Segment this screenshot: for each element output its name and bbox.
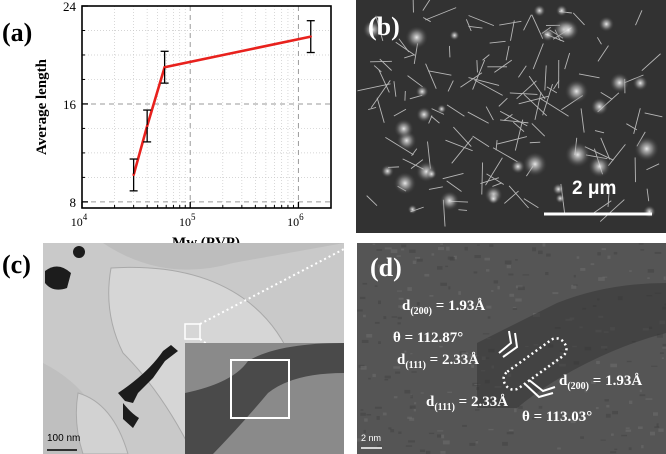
panel-label-d: (d) [370, 253, 402, 282]
annotation-theta-top: θ = 112.87° [393, 330, 464, 346]
annotation-d111-top: d(111) = 2.33Å [397, 352, 480, 371]
panel-d: (d) d(200) = 1.93Å θ = 112.87° d(111) = … [357, 243, 666, 454]
data-point [163, 66, 166, 69]
panel-c: 100 nm [43, 243, 344, 454]
y-ticks: 8 16 24 [63, 0, 88, 210]
annotation-d200-bottom: d(200) = 1.93Å [559, 373, 643, 392]
annotation-d111-bottom: d(111) = 2.33Å [426, 394, 509, 413]
x-tick-label: 106 [287, 212, 304, 229]
annotation-theta-bottom: θ = 113.03° [522, 409, 593, 425]
data-point [132, 173, 135, 177]
series-line [132, 35, 312, 176]
plot-area [129, 20, 315, 192]
y-tick-label: 24 [63, 0, 77, 14]
data-point [145, 124, 149, 128]
grid [82, 6, 332, 208]
y-axis-label: Average length [34, 58, 50, 155]
y-tick-label: 8 [70, 195, 77, 210]
sem-image [356, 0, 666, 233]
y-tick-label: 16 [63, 97, 77, 112]
data-point [309, 35, 312, 38]
annotation-d200-top: d(200) = 1.93Å [402, 298, 486, 317]
panel-label-c: (c) [2, 250, 31, 279]
scale-label-d: 2 nm [361, 433, 382, 443]
hrtem-image [357, 243, 666, 454]
panel-label-a: (a) [2, 18, 33, 47]
panel-label-b: (b) [368, 12, 400, 41]
x-tick-label: 105 [179, 212, 196, 229]
x-tick-label: 104 [71, 212, 88, 229]
scale-label-c: 100 nm [47, 433, 81, 444]
x-ticks: 104 105 106 [71, 202, 332, 229]
plot-frame [81, 5, 332, 209]
tem-image [43, 243, 344, 454]
scale-label-b: 2 μm [572, 178, 617, 199]
panel-b: (b) 2 μm [356, 0, 666, 233]
